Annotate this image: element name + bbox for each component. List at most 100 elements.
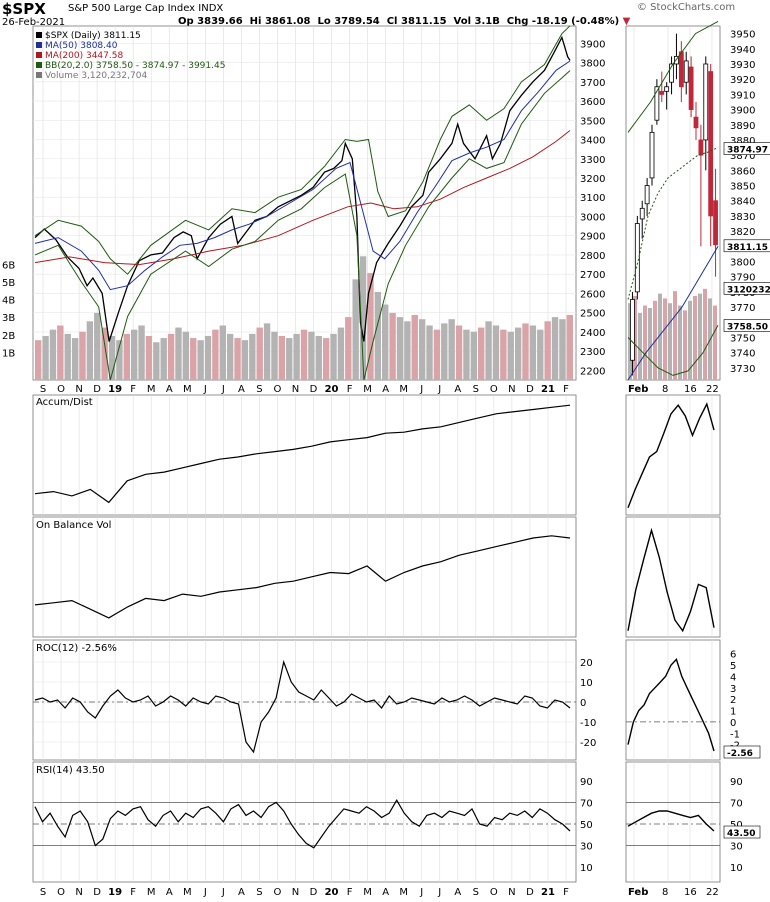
x-tick-label-bottom: N [292, 887, 299, 898]
volume-bar [529, 325, 537, 380]
volume-bar [544, 321, 551, 380]
rsi-axis-label: 50 [580, 820, 593, 831]
accum-dist-line [34, 404, 571, 504]
volume-bar [153, 342, 160, 380]
price-axis-label: 2800 [580, 251, 605, 262]
volume-bar [293, 333, 300, 380]
price-axis-label: 3500 [580, 116, 605, 127]
legend-entry: Volume 3,120,232,704 [45, 71, 147, 81]
volume-bar [94, 312, 101, 380]
detail-price-axis-label: 3750 [730, 333, 755, 344]
x-tick-label-bottom: N [75, 887, 82, 898]
x-tick-label-bottom: A [238, 887, 245, 898]
volume-bar [345, 317, 352, 380]
candle-body [693, 116, 699, 129]
low-label: Lo [317, 16, 331, 27]
volume-bar [455, 325, 463, 380]
detail-bb-lower-label: 3758.50 [727, 323, 768, 333]
detail-volume-bar [628, 303, 632, 380]
detail-price-axis-label: 3830 [730, 212, 755, 223]
roc-axis-label: -20 [580, 738, 596, 749]
rsi-detail-value-label-box [723, 825, 761, 839]
exchange-label: INDX [198, 3, 224, 14]
volume-bar [315, 335, 322, 380]
x-tick-label-top: A [166, 384, 173, 395]
x-tick-label-bottom: D [526, 887, 534, 898]
volume-bar [167, 333, 175, 380]
x-tick-label-top: J [203, 384, 207, 395]
candle-body [639, 207, 645, 220]
volume-bar [79, 331, 86, 380]
series-bb-upper [34, 25, 571, 275]
series--spx [34, 35, 571, 342]
x-tick-label-bottom: S [40, 887, 46, 898]
close-value: 3811.15 [400, 16, 447, 27]
x-tick-label-bottom: A [454, 887, 461, 898]
price-axis-label: 3900 [580, 39, 605, 50]
x-tick-label-bottom: M [147, 887, 156, 898]
volume-axis-label: 4B [2, 296, 15, 307]
volume-bar [426, 325, 433, 380]
detail-price-axis-label: 3740 [730, 349, 755, 360]
x-tick-label-bottom: N [508, 887, 515, 898]
x-tick-label-bottom: J [203, 887, 207, 898]
volume-bar [418, 319, 426, 380]
detail-price-axis-label: 3840 [730, 197, 755, 208]
detail-close-label-box [723, 239, 770, 253]
detail-price-axis-label: 3880 [730, 136, 755, 147]
detail-volume-bar [668, 303, 672, 380]
price-axis-label: 3600 [580, 97, 605, 108]
volume-bar [64, 333, 71, 380]
volume-bar [130, 329, 138, 380]
obv-title: On Balance Vol [36, 520, 111, 531]
x-tick-label-bottom: O [57, 887, 65, 898]
volume-bar [42, 335, 49, 380]
volume-bar [308, 331, 315, 380]
x-tick-label-top: M [399, 384, 408, 395]
x-tick-label-top: J [221, 384, 225, 395]
x-tick-label-bottom: M [399, 887, 408, 898]
volume-bar [448, 319, 455, 380]
legend-swatch [36, 42, 42, 48]
obv-line [34, 535, 571, 619]
volume-bar [145, 335, 153, 380]
x-tick-label-bottom: D [310, 887, 318, 898]
price-axis-label: 2300 [580, 347, 605, 358]
x-tick-label-top: A [238, 384, 245, 395]
detail-series-bb-lower [627, 325, 719, 376]
detail-series-bb-upper [627, 20, 719, 133]
roc-detail-axis-label: 5 [730, 661, 736, 672]
volume-axis-label: 6B [2, 260, 15, 271]
volume-bar [411, 315, 418, 380]
series-ma-200- [34, 130, 571, 266]
ohlc-bar: Op 3839.66 Hi 3861.08 Lo 3789.54 Cl 3811… [178, 16, 630, 27]
x-tick-label-top: F [563, 384, 569, 395]
candle-body [678, 51, 684, 88]
roc-axis-label: -10 [580, 718, 596, 729]
change-value: -18.19 (-0.48%) [531, 16, 620, 27]
price-axis-label: 2400 [580, 328, 605, 339]
x-tick-label-top: M [183, 384, 192, 395]
detail-series-ma-50- [627, 246, 719, 381]
roc-detail-axis-label: 6 [730, 650, 736, 661]
volume-bar [433, 329, 441, 380]
volume-bar [330, 333, 337, 380]
detail-price-axis-label: 3790 [730, 273, 755, 284]
volume-bar [359, 256, 367, 380]
volume-label: Vol [453, 16, 472, 27]
volume-bar [492, 325, 500, 380]
x-tick-label-bottom: M [363, 887, 372, 898]
roc-detail-value-label-box [723, 745, 761, 759]
detail-volume-bar [713, 305, 717, 380]
detail-x-tick-top: 16 [684, 384, 697, 395]
detail-price-axis-label: 3910 [730, 90, 755, 101]
legend-entry: $SPX (Daily) 3811.15 [45, 31, 141, 41]
x-tick-label-top: N [75, 384, 82, 395]
panel-frame-detail [625, 639, 721, 761]
candle-body [683, 60, 689, 83]
x-tick-label-top: D [526, 384, 534, 395]
symbol-label: $SPX [2, 0, 46, 18]
x-tick-label-bottom: J [221, 887, 225, 898]
volume-bar [71, 338, 79, 380]
